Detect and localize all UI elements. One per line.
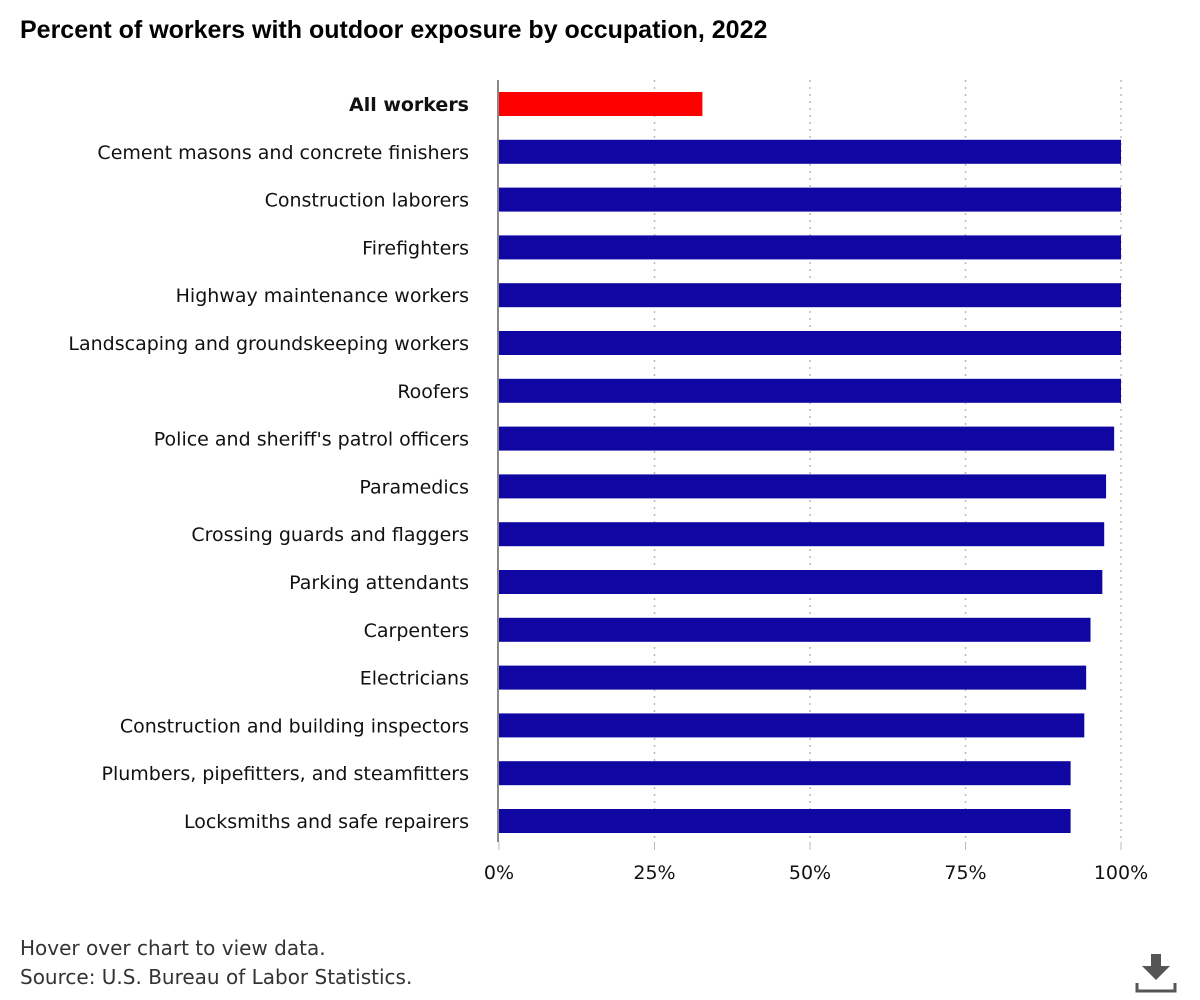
bar[interactable]: [499, 522, 1105, 547]
chart-plot[interactable]: All workers Cement masons and concrete fi…: [0, 0, 1200, 900]
category-label: Firefighters: [362, 237, 469, 259]
bar[interactable]: [499, 809, 1071, 833]
bar[interactable]: [499, 474, 1107, 499]
bar[interactable]: [499, 761, 1071, 786]
category-label: All workers: [349, 94, 469, 116]
hover-note: Hover over chart to view data.: [20, 936, 326, 960]
bar[interactable]: [499, 283, 1121, 308]
category-label: Electricians: [360, 668, 469, 690]
category-label: Highway maintenance workers: [176, 285, 469, 307]
bar[interactable]: [499, 139, 1121, 164]
category-label: Police and sheriff's patrol officers: [154, 429, 469, 451]
chart-title: Percent of workers with outdoor exposure…: [20, 16, 768, 44]
category-label: Carpenters: [364, 620, 469, 642]
category-label: Roofers: [397, 381, 469, 403]
download-button[interactable]: [1134, 950, 1178, 994]
category-label: Parking attendants: [289, 572, 469, 594]
category-label: Plumbers, pipefitters, and steamfitters: [101, 763, 469, 785]
download-icon: [1135, 954, 1177, 993]
bar[interactable]: [499, 617, 1091, 642]
category-label: Construction laborers: [265, 190, 469, 212]
x-tick-label: 50%: [789, 862, 831, 884]
source-note: Source: U.S. Bureau of Labor Statistics.: [20, 965, 413, 989]
bar[interactable]: [499, 187, 1121, 212]
chart-footer: Hover over chart to view data. Source: U…: [20, 934, 412, 992]
bar[interactable]: [499, 665, 1087, 690]
bar[interactable]: [499, 331, 1121, 355]
bar[interactable]: [499, 92, 703, 116]
bar[interactable]: [499, 378, 1121, 403]
x-tick-label: 25%: [633, 862, 675, 884]
x-tick-label: 75%: [944, 862, 986, 884]
bar[interactable]: [499, 570, 1103, 594]
x-tick-label: 100%: [1094, 862, 1148, 884]
category-label: Landscaping and groundskeeping workers: [68, 333, 469, 355]
category-label: Crossing guards and flaggers: [191, 524, 469, 546]
bar[interactable]: [499, 235, 1121, 260]
bar[interactable]: [499, 426, 1115, 451]
category-label: Cement masons and concrete finishers: [97, 142, 469, 164]
category-label: Construction and building inspectors: [120, 715, 469, 737]
x-tick-label: 0%: [484, 862, 514, 884]
bar[interactable]: [499, 713, 1085, 738]
category-label: Paramedics: [359, 476, 469, 498]
category-label: Locksmiths and safe repairers: [184, 811, 469, 833]
